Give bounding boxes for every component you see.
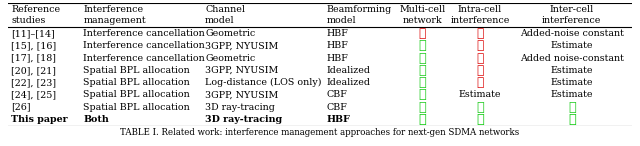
Text: Estimate: Estimate — [550, 78, 593, 87]
Text: Intra-cell
interference: Intra-cell interference — [450, 6, 509, 25]
Text: Interference cancellation: Interference cancellation — [83, 41, 205, 50]
Text: ✓: ✓ — [419, 76, 426, 89]
Text: Idealized: Idealized — [327, 66, 371, 75]
Text: Added noise-constant: Added noise-constant — [520, 54, 623, 63]
Text: [15], [16]: [15], [16] — [12, 41, 57, 50]
Text: ✓: ✓ — [419, 101, 426, 114]
Text: Interference cancellation: Interference cancellation — [83, 54, 205, 63]
Text: Multi-cell
network: Multi-cell network — [399, 6, 445, 25]
Text: Interference
management: Interference management — [83, 6, 146, 25]
Text: [17], [18]: [17], [18] — [12, 54, 56, 63]
Text: 3GPP, NYUSIM: 3GPP, NYUSIM — [205, 66, 278, 75]
Text: [24], [25]: [24], [25] — [12, 90, 56, 99]
Text: Spatial BPL allocation: Spatial BPL allocation — [83, 90, 190, 99]
Text: [22], [23]: [22], [23] — [12, 78, 56, 87]
Text: ✓: ✓ — [419, 113, 426, 126]
Text: Both: Both — [83, 115, 109, 124]
Text: ✗: ✗ — [476, 64, 484, 77]
Text: Interference cancellation: Interference cancellation — [83, 29, 205, 38]
Text: Idealized: Idealized — [327, 78, 371, 87]
Text: ✓: ✓ — [476, 101, 484, 114]
Text: Inter-cell
interference: Inter-cell interference — [542, 6, 602, 25]
Text: [11]–[14]: [11]–[14] — [12, 29, 55, 38]
Text: 3GPP, NYUSIM: 3GPP, NYUSIM — [205, 90, 278, 99]
Text: HBF: HBF — [327, 54, 349, 63]
Text: This paper: This paper — [12, 115, 68, 124]
Text: Channel
model: Channel model — [205, 6, 245, 25]
Text: ✓: ✓ — [419, 39, 426, 52]
Text: Estimate: Estimate — [459, 90, 501, 99]
Text: Reference
studies: Reference studies — [12, 6, 61, 25]
Text: HBF: HBF — [327, 115, 351, 124]
Text: Estimate: Estimate — [550, 90, 593, 99]
Text: 3D ray-tracing: 3D ray-tracing — [205, 103, 275, 112]
Text: Geometric: Geometric — [205, 29, 255, 38]
Text: HBF: HBF — [327, 29, 349, 38]
Text: ✓: ✓ — [568, 101, 575, 114]
Text: ✓: ✓ — [568, 113, 575, 126]
Text: 3GPP, NYUSIM: 3GPP, NYUSIM — [205, 41, 278, 50]
Text: [26]: [26] — [12, 103, 31, 112]
Text: Beamforming
model: Beamforming model — [327, 6, 392, 25]
Text: ✗: ✗ — [476, 27, 484, 40]
Text: TABLE I. Related work: interference management approaches for next-gen SDMA netw: TABLE I. Related work: interference mana… — [120, 128, 520, 137]
Text: Geometric: Geometric — [205, 54, 255, 63]
Text: ✗: ✗ — [476, 76, 484, 89]
Text: Added-noise constant: Added-noise constant — [520, 29, 623, 38]
Text: ✓: ✓ — [419, 52, 426, 65]
Text: Spatial BPL allocation: Spatial BPL allocation — [83, 78, 190, 87]
Text: Spatial BPL allocation: Spatial BPL allocation — [83, 103, 190, 112]
Text: HBF: HBF — [327, 41, 349, 50]
Text: ✗: ✗ — [419, 27, 426, 40]
Text: [20], [21]: [20], [21] — [12, 66, 56, 75]
Text: Estimate: Estimate — [550, 66, 593, 75]
Text: ✗: ✗ — [476, 39, 484, 52]
Text: 3D ray-tracing: 3D ray-tracing — [205, 115, 282, 124]
Text: ✓: ✓ — [419, 64, 426, 77]
Text: ✗: ✗ — [476, 52, 484, 65]
Text: Spatial BPL allocation: Spatial BPL allocation — [83, 66, 190, 75]
Text: CBF: CBF — [327, 103, 348, 112]
Text: Estimate: Estimate — [550, 41, 593, 50]
Text: Log-distance (LOS only): Log-distance (LOS only) — [205, 78, 321, 87]
Text: ✓: ✓ — [476, 113, 484, 126]
Text: CBF: CBF — [327, 90, 348, 99]
Text: ✓: ✓ — [419, 88, 426, 101]
